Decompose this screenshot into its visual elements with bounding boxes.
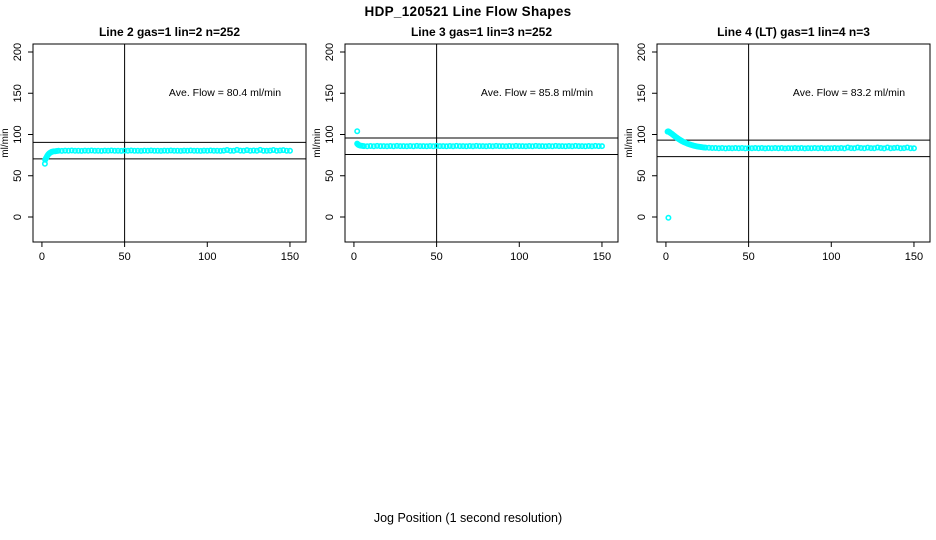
panel-title: Line 3 gas=1 lin=3 n=252 (411, 25, 552, 39)
figure-title: HDP_120521 Line Flow Shapes (364, 4, 572, 19)
x-tick-label: 150 (905, 251, 923, 263)
plot-box (344, 43, 619, 243)
ave-flow-annotation: Ave. Flow = 80.4 ml/min (169, 87, 281, 99)
panels-row: Line 2 gas=1 lin=2 n=252 0 50 100 150 0 50 100 1… (0, 20, 936, 270)
y-axis-label: ml/min (624, 128, 635, 157)
y-tick-label: 200 (324, 43, 336, 61)
y-tick-label: 150 (324, 84, 336, 102)
x-tick-label: 100 (510, 251, 528, 263)
panel-title: Line 2 gas=1 lin=2 n=252 (99, 25, 240, 39)
y-tick-label: 150 (636, 84, 648, 102)
ave-flow-annotation: Ave. Flow = 85.8 ml/min (481, 87, 593, 99)
scatter-points (664, 128, 917, 221)
y-tick-label: 100 (12, 125, 24, 143)
y-tick-label: 0 (12, 214, 24, 220)
panel-line3-chart: Line 3 gas=1 lin=3 n=252 0 50 100 150 0 50 100 1… (312, 25, 619, 263)
plot-box (656, 43, 931, 243)
y-tick-label: 200 (12, 43, 24, 61)
x-tick-label: 100 (198, 251, 216, 263)
scatter-points (354, 128, 605, 150)
y-tick-label: 150 (12, 84, 24, 102)
x-tick-label: 50 (430, 251, 442, 263)
y-tick-label: 50 (12, 170, 24, 182)
panel-line2-chart: Line 2 gas=1 lin=2 n=252 0 50 100 150 0 50 100 1… (0, 25, 307, 263)
panel-line4-chart: Line 4 (LT) gas=1 lin=4 n=3 0 50 100 150 0 50 1… (624, 25, 931, 263)
x-tick-label: 100 (822, 251, 840, 263)
y-tick-label: 200 (636, 43, 648, 61)
x-tick-label: 50 (742, 251, 754, 263)
panel-title: Line 4 (LT) gas=1 lin=4 n=3 (717, 25, 870, 39)
y-tick-label: 100 (636, 125, 648, 143)
x-tick-label: 0 (351, 251, 357, 263)
scatter-points (41, 146, 293, 167)
y-tick-label: 50 (636, 170, 648, 182)
y-axis-label: ml/min (312, 128, 323, 157)
figure-x-axis-label: Jog Position (1 second resolution) (373, 511, 563, 525)
x-tick-label: 150 (281, 251, 299, 263)
x-tick-label: 0 (663, 251, 669, 263)
y-tick-label: 50 (324, 170, 336, 182)
y-tick-label: 0 (636, 214, 648, 220)
ave-flow-annotation: Ave. Flow = 83.2 ml/min (793, 87, 905, 99)
y-tick-label: 0 (324, 214, 336, 220)
y-tick-label: 100 (324, 125, 336, 143)
plot-box (32, 43, 307, 243)
x-tick-label: 0 (39, 251, 45, 263)
y-axis-label: ml/min (0, 128, 11, 157)
x-tick-label: 50 (118, 251, 130, 263)
x-tick-label: 150 (593, 251, 611, 263)
